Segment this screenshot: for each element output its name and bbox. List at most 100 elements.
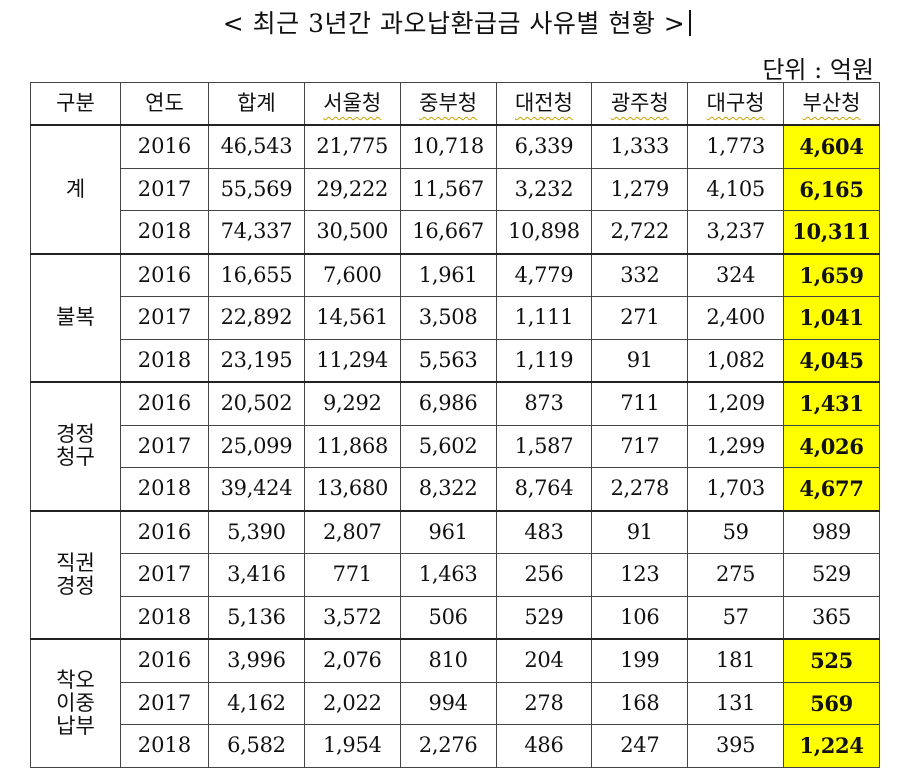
value-cell: 91 (591, 338, 689, 383)
busan-highlight-cell: 1,431 (783, 381, 880, 426)
value-cell: 275 (687, 553, 785, 597)
value-cell: 711 (591, 381, 689, 426)
value-cell: 1,082 (687, 338, 785, 383)
year-cell: 2017 (120, 553, 209, 597)
year-cell: 2017 (120, 167, 209, 211)
value-cell: 59 (687, 509, 785, 554)
value-cell: 7,600 (303, 252, 401, 297)
table-row: 경정 청구 2016 20,502 9,292 6,986 873 711 1,209 1,43… (30, 381, 880, 511)
value-cell: 256 (495, 553, 593, 597)
busan-highlight-cell: 1,041 (783, 296, 880, 340)
value-cell: 1,954 (303, 724, 401, 768)
value-cell: 131 (687, 681, 785, 725)
value-cell: 2,278 (591, 467, 689, 511)
table-row: 2018 6,582 1,954 2,276 486 247 395 1,224 (31, 724, 880, 768)
total-cell: 4,162 (208, 681, 305, 725)
year-cell: 2016 (120, 638, 209, 683)
value-cell: 2,276 (399, 724, 497, 768)
value-cell: 1,333 (591, 124, 689, 169)
value-cell: 3,508 (399, 296, 497, 340)
value-cell: 10,718 (399, 124, 497, 169)
table-row: 2018 74,337 30,500 16,667 10,898 2,722 3,237 10… (31, 210, 880, 254)
table-row: 계 2016 46,543 21,775 10,718 6,339 1,333 1,773 4,… (30, 124, 880, 254)
value-cell: 13,680 (303, 467, 401, 511)
year-cell: 2016 (120, 509, 209, 554)
value-cell: 91 (591, 509, 689, 554)
value-cell: 1,111 (495, 296, 593, 340)
busan-highlight-cell: 4,026 (783, 424, 880, 468)
total-cell: 20,502 (208, 381, 305, 426)
header-jungbu: 중부청 (399, 82, 497, 126)
value-cell: 8,322 (399, 467, 497, 511)
value-cell: 271 (591, 296, 689, 340)
value-cell: 3,237 (687, 210, 785, 254)
busan-highlight-cell: 569 (783, 681, 880, 725)
year-cell: 2016 (120, 252, 209, 297)
value-cell: 1,703 (687, 467, 785, 511)
busan-highlight-cell: 1,224 (783, 724, 880, 768)
total-cell: 5,136 (208, 595, 305, 640)
header-gwangju: 광주청 (591, 82, 689, 126)
value-cell: 1,279 (591, 167, 689, 211)
table-row: 직권 경정 2016 5,390 2,807 961 483 91 59 989 (30, 509, 880, 640)
value-cell: 10,898 (495, 210, 593, 254)
header-category: 구분 (30, 82, 121, 126)
value-cell: 1,463 (399, 553, 497, 597)
total-cell: 3,416 (208, 553, 305, 597)
value-cell: 29,222 (303, 167, 401, 211)
value-cell: 9,292 (303, 381, 401, 426)
header-year: 연도 (120, 82, 209, 126)
category-cell: 경정 청구 (30, 381, 121, 511)
table-row: 2018 5,136 3,572 506 529 106 57 365 (31, 595, 880, 640)
value-cell: 395 (687, 724, 785, 768)
value-cell: 1,773 (687, 124, 785, 169)
total-cell: 16,655 (208, 252, 305, 297)
value-cell: 181 (687, 638, 785, 683)
year-cell: 2017 (120, 296, 209, 340)
table-row: 불복 2016 16,655 7,600 1,961 4,779 332 324 1,659 (30, 252, 880, 383)
value-cell: 332 (591, 252, 689, 297)
year-cell: 2016 (120, 124, 209, 169)
total-cell: 39,424 (208, 467, 305, 511)
busan-highlight-cell: 1,659 (783, 252, 880, 297)
table-row: 2018 23,195 11,294 5,563 1,119 91 1,082 4,045 (31, 338, 880, 383)
total-cell: 23,195 (208, 338, 305, 383)
year-cell: 2016 (120, 381, 209, 426)
text-cursor (689, 10, 692, 36)
table-row: 2017 4,162 2,022 994 278 168 131 569 (31, 681, 880, 725)
value-cell: 14,561 (303, 296, 401, 340)
unit-label: 단위 : 억원 (762, 56, 874, 84)
value-cell: 16,667 (399, 210, 497, 254)
header-daejeon: 대전청 (495, 82, 593, 126)
value-cell: 30,500 (303, 210, 401, 254)
value-cell: 771 (303, 553, 401, 597)
value-cell: 994 (399, 681, 497, 725)
value-cell: 5,563 (399, 338, 497, 383)
total-cell: 46,543 (208, 124, 305, 169)
value-cell: 6,339 (495, 124, 593, 169)
value-cell: 4,779 (495, 252, 593, 297)
value-cell: 21,775 (303, 124, 401, 169)
value-cell: 324 (687, 252, 785, 297)
value-cell: 6,986 (399, 381, 497, 426)
value-cell: 168 (591, 681, 689, 725)
refund-table: 구분 연도 합계 서울청 중부청 대전청 광주청 대구청 부산청 계 2016 46… (30, 82, 880, 768)
year-cell: 2018 (120, 467, 209, 511)
value-cell: 199 (591, 638, 689, 683)
total-cell: 25,099 (208, 424, 305, 468)
value-cell: 11,567 (399, 167, 497, 211)
category-cell: 계 (30, 124, 121, 254)
value-cell: 57 (687, 595, 785, 640)
value-cell: 717 (591, 424, 689, 468)
value-cell: 989 (783, 509, 880, 554)
value-cell: 5,602 (399, 424, 497, 468)
year-cell: 2018 (120, 724, 209, 768)
value-cell: 11,294 (303, 338, 401, 383)
header-seoul: 서울청 (303, 82, 401, 126)
table-row: 2017 3,416 771 1,463 256 123 275 529 (31, 553, 880, 597)
value-cell: 106 (591, 595, 689, 640)
value-cell: 2,722 (591, 210, 689, 254)
busan-highlight-cell: 4,677 (783, 467, 880, 511)
value-cell: 2,400 (687, 296, 785, 340)
value-cell: 11,868 (303, 424, 401, 468)
